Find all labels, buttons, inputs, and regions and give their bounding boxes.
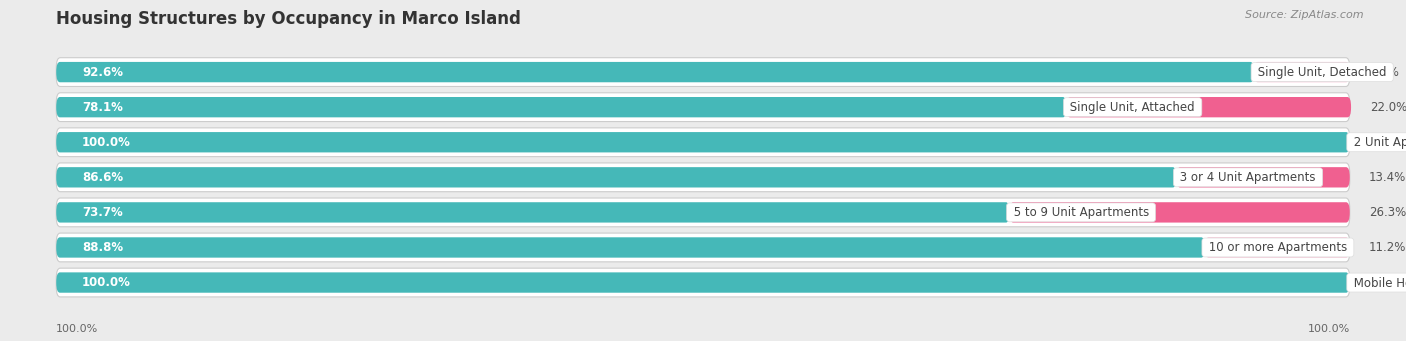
Text: 100.0%: 100.0% (82, 276, 131, 289)
FancyBboxPatch shape (56, 163, 1350, 192)
Text: 100.0%: 100.0% (56, 324, 98, 334)
Text: Mobile Home / Other: Mobile Home / Other (1350, 276, 1406, 289)
FancyBboxPatch shape (56, 202, 1010, 223)
Text: 100.0%: 100.0% (82, 136, 131, 149)
Text: 13.4%: 13.4% (1369, 171, 1406, 184)
FancyBboxPatch shape (56, 198, 1350, 227)
Text: 78.1%: 78.1% (82, 101, 122, 114)
Text: 26.3%: 26.3% (1369, 206, 1406, 219)
Text: 5 to 9 Unit Apartments: 5 to 9 Unit Apartments (1010, 206, 1153, 219)
Text: 0.0%: 0.0% (1369, 136, 1399, 149)
FancyBboxPatch shape (1010, 202, 1350, 223)
Text: 92.6%: 92.6% (82, 65, 124, 78)
Text: 10 or more Apartments: 10 or more Apartments (1205, 241, 1351, 254)
FancyBboxPatch shape (56, 233, 1350, 262)
Text: 22.0%: 22.0% (1371, 101, 1406, 114)
FancyBboxPatch shape (56, 62, 1254, 82)
FancyBboxPatch shape (1205, 237, 1350, 258)
Text: 88.8%: 88.8% (82, 241, 124, 254)
FancyBboxPatch shape (56, 272, 1350, 293)
FancyBboxPatch shape (56, 132, 1350, 152)
Text: Source: ZipAtlas.com: Source: ZipAtlas.com (1246, 10, 1364, 20)
FancyBboxPatch shape (1254, 62, 1350, 82)
FancyBboxPatch shape (56, 237, 1205, 258)
Text: Single Unit, Attached: Single Unit, Attached (1067, 101, 1199, 114)
Text: 100.0%: 100.0% (1308, 324, 1350, 334)
FancyBboxPatch shape (1177, 167, 1350, 188)
Text: 11.2%: 11.2% (1369, 241, 1406, 254)
FancyBboxPatch shape (56, 93, 1350, 121)
Text: 7.4%: 7.4% (1369, 65, 1399, 78)
Text: Single Unit, Detached: Single Unit, Detached (1254, 65, 1391, 78)
Text: 2 Unit Apartments: 2 Unit Apartments (1350, 136, 1406, 149)
Text: 73.7%: 73.7% (82, 206, 122, 219)
FancyBboxPatch shape (56, 58, 1350, 87)
Text: 0.0%: 0.0% (1369, 276, 1399, 289)
FancyBboxPatch shape (56, 97, 1067, 117)
Text: 86.6%: 86.6% (82, 171, 124, 184)
Text: 3 or 4 Unit Apartments: 3 or 4 Unit Apartments (1177, 171, 1320, 184)
FancyBboxPatch shape (56, 167, 1177, 188)
Text: Housing Structures by Occupancy in Marco Island: Housing Structures by Occupancy in Marco… (56, 10, 522, 28)
FancyBboxPatch shape (1067, 97, 1351, 117)
FancyBboxPatch shape (56, 268, 1350, 297)
FancyBboxPatch shape (56, 128, 1350, 157)
